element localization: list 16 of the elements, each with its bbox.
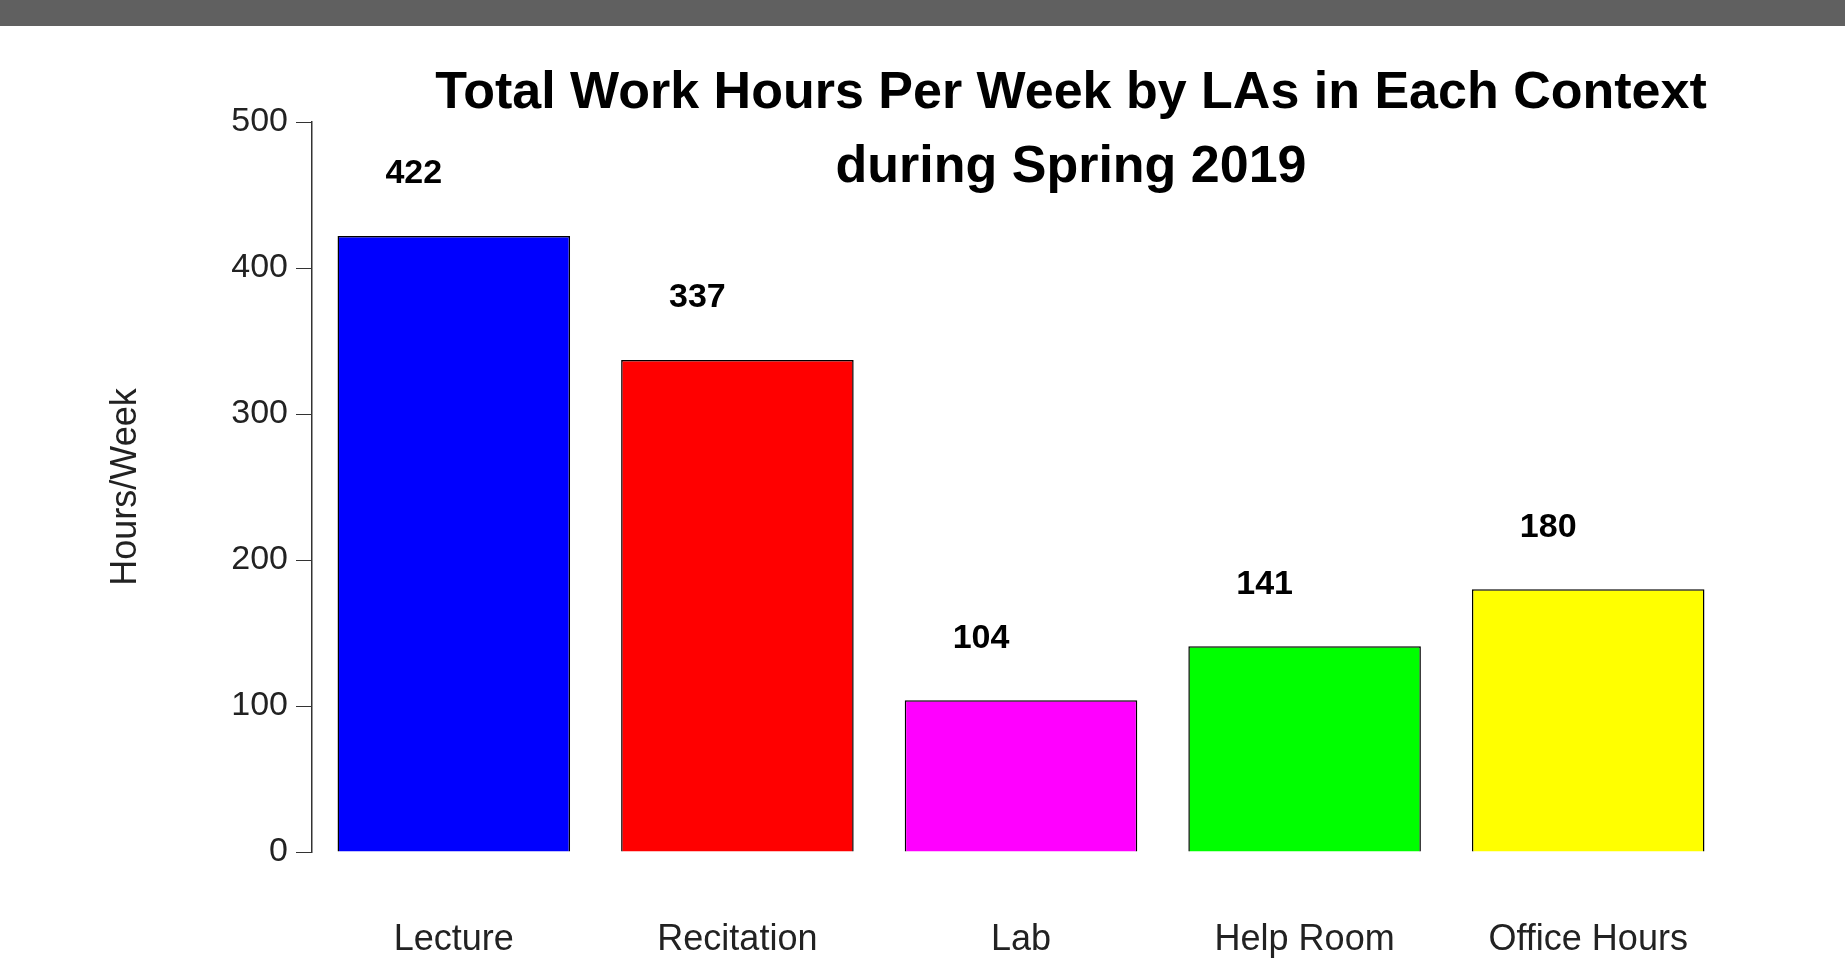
x-tick-label: Lab — [990, 916, 1052, 958]
x-tick-label: Recitation — [657, 916, 818, 958]
y-tick-label: 200 — [231, 538, 288, 577]
y-axis-title: Hours/Week — [102, 387, 144, 586]
y-tick-label: 500 — [231, 100, 288, 139]
data-label: 337 — [669, 276, 726, 315]
data-label: 141 — [1236, 562, 1293, 601]
y-tick-label: 0 — [269, 830, 288, 869]
x-tick-label: Help Room — [1214, 916, 1395, 958]
data-label: 180 — [1519, 505, 1577, 544]
y-tick-label: 100 — [231, 684, 288, 723]
y-tick-label: 400 — [231, 246, 288, 285]
x-tick-label: Office Hours — [1488, 916, 1688, 958]
data-label: 104 — [952, 616, 1010, 655]
y-tick-label: 300 — [231, 392, 288, 431]
x-tick-label: Lecture — [393, 916, 514, 958]
